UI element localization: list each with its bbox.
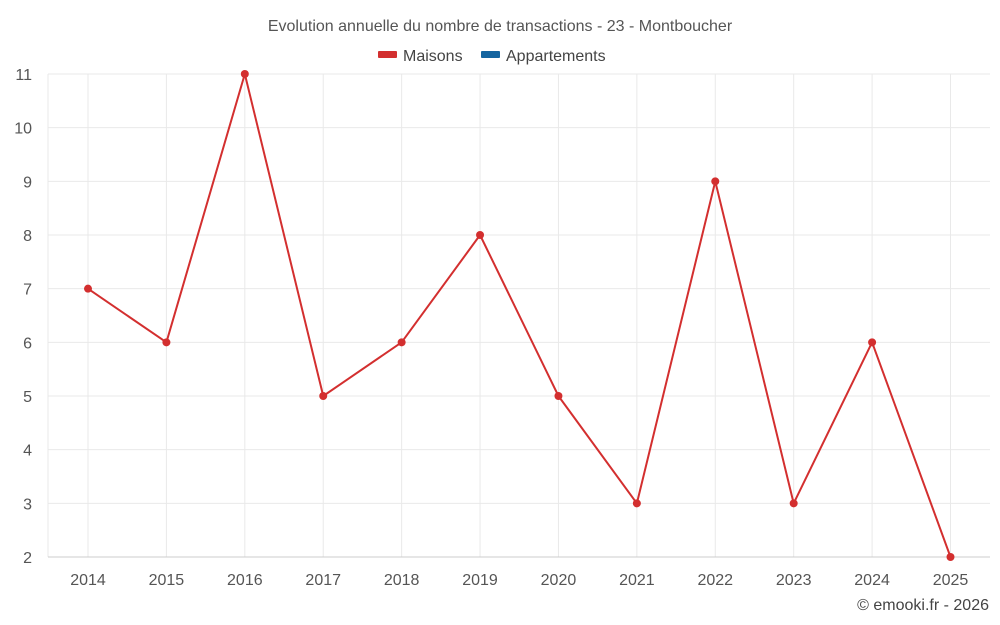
x-tick-label: 2015 (149, 572, 185, 589)
axes: 2 3 4 5 6 7 8 9 10 11 2014 2015 2016 2017 2018 2019 2020… (14, 67, 990, 589)
legend-item-appartements[interactable]: Appartements (481, 48, 606, 65)
x-tick-label: 2016 (227, 572, 263, 589)
data-point[interactable] (632, 499, 641, 508)
x-tick-label: 2022 (697, 572, 733, 589)
y-tick-label: 9 (23, 174, 32, 191)
legend-label-maisons: Maisons (403, 48, 463, 65)
data-point[interactable] (397, 338, 406, 347)
legend: Maisons Appartements (378, 48, 606, 65)
x-tick-label: 2020 (541, 572, 577, 589)
x-tick-label: 2014 (70, 572, 106, 589)
x-tick-label: 2017 (305, 572, 341, 589)
x-tick-label: 2024 (854, 572, 890, 589)
data-point[interactable] (476, 231, 485, 239)
data-point[interactable] (84, 284, 92, 293)
data-point[interactable] (868, 338, 877, 347)
x-tick-label: 2023 (776, 572, 812, 589)
credit-text: © emooki.fr - 2026 (857, 597, 989, 614)
legend-swatch-maisons (378, 51, 397, 58)
data-point[interactable] (789, 499, 798, 508)
grid (47, 73, 990, 558)
x-tick-label: 2018 (384, 572, 420, 589)
data-point[interactable] (554, 392, 563, 400)
data-point[interactable] (946, 553, 955, 561)
chart-title: Evolution annuelle du nombre de transact… (268, 18, 733, 35)
y-tick-label: 5 (23, 389, 32, 406)
data-point[interactable] (319, 392, 328, 400)
y-tick-label: 10 (14, 121, 32, 138)
y-tick-label: 11 (15, 67, 32, 84)
x-tick-label: 2019 (462, 572, 498, 589)
legend-swatch-appartements (481, 51, 500, 58)
series (84, 70, 955, 561)
y-tick-label: 4 (23, 443, 32, 460)
y-tick-label: 2 (23, 550, 32, 567)
y-tick-label: 8 (23, 228, 32, 245)
x-tick-label: 2021 (619, 572, 655, 589)
data-point[interactable] (711, 177, 720, 186)
series-line-maisons (87, 73, 952, 558)
y-tick-label: 7 (23, 282, 32, 299)
legend-item-maisons[interactable]: Maisons (378, 48, 463, 65)
y-tick-label: 6 (23, 335, 32, 352)
y-tick-label: 3 (23, 496, 32, 513)
x-tick-label: 2025 (933, 572, 969, 589)
data-point[interactable] (162, 338, 171, 347)
legend-label-appartements: Appartements (506, 48, 606, 65)
data-point[interactable] (240, 70, 249, 78)
